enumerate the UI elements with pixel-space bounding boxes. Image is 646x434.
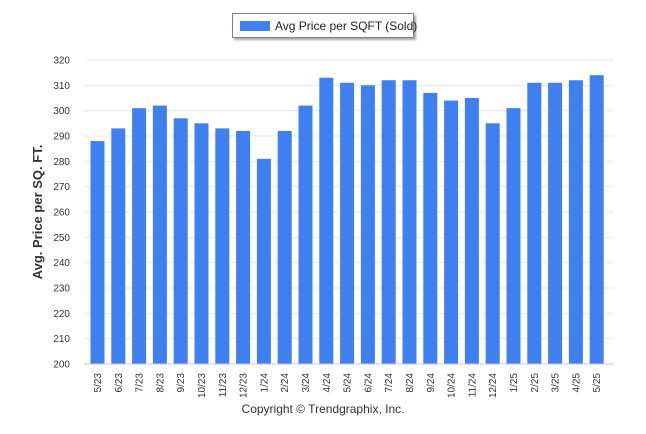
x-tick-label: 5/25	[592, 373, 603, 393]
bar-1-24	[256, 158, 271, 364]
legend-label: Avg Price per SQFT (Sold)	[275, 19, 418, 33]
bar-8-24	[402, 80, 417, 365]
y-tick-label: 240	[53, 258, 70, 269]
x-tick-label: 1/25	[509, 373, 520, 393]
x-tick-label: 2/24	[280, 373, 291, 393]
y-tick-label: 220	[53, 309, 70, 320]
x-tick-label: 10/23	[197, 373, 208, 398]
bar-5-25	[589, 75, 604, 364]
x-tick-label: 7/24	[384, 373, 395, 393]
bar-9-24	[423, 92, 438, 364]
bar-11-23	[215, 128, 230, 364]
x-tick-label: 1/24	[259, 373, 270, 393]
x-tick-label: 4/24	[322, 373, 333, 393]
bars	[90, 75, 604, 365]
y-tick-label: 230	[53, 284, 70, 295]
bar-10-24	[444, 100, 459, 365]
bar-9-23	[173, 118, 188, 365]
x-tick-label: 2/25	[530, 373, 541, 393]
y-tick-label: 280	[53, 157, 70, 168]
x-tick-label: 6/24	[363, 373, 374, 393]
x-tick-label: 11/23	[218, 373, 229, 398]
x-tick-label: 10/24	[447, 373, 458, 398]
y-tick-label: 290	[53, 132, 70, 143]
legend-swatch	[240, 21, 270, 31]
bar-11-24	[464, 98, 479, 364]
bar-4-24	[319, 77, 334, 364]
legend: Avg Price per SQFT (Sold)	[232, 13, 418, 38]
y-tick-label: 200	[53, 360, 70, 371]
x-tick-label: 7/23	[135, 373, 146, 393]
x-tick-label: 8/23	[155, 373, 166, 393]
bar-5-24	[340, 82, 355, 365]
x-tick-label: 11/24	[467, 373, 478, 398]
bar-12-23	[236, 130, 251, 364]
bar-3-25	[548, 82, 563, 365]
y-axis-ticks: 200 210 220 230 240 250 260 270 280 290 300 310 320	[53, 56, 70, 371]
x-tick-label: 5/24	[343, 373, 354, 393]
bar-5-23	[90, 141, 105, 364]
x-tick-label: 3/25	[551, 373, 562, 393]
bar-6-23	[111, 128, 126, 364]
x-tick-label: 5/23	[93, 373, 104, 393]
copyright-text: Copyright © Trendgraphix, Inc.	[241, 402, 405, 416]
bar-10-23	[194, 123, 209, 364]
x-tick-label: 3/24	[301, 373, 312, 393]
bar-7-24	[381, 80, 396, 365]
bar-3-24	[298, 105, 313, 364]
bar-1-25	[506, 108, 521, 364]
y-axis-label: Avg. Price per SQ. FT.	[30, 145, 45, 280]
bar-12-24	[485, 123, 500, 364]
y-tick-label: 310	[53, 81, 70, 92]
x-tick-label: 9/23	[176, 373, 187, 393]
bar-4-25	[568, 80, 583, 365]
x-tick-label: 6/23	[114, 373, 125, 393]
y-tick-label: 210	[53, 334, 70, 345]
bar-8-23	[152, 105, 167, 364]
y-tick-label: 250	[53, 233, 70, 244]
x-tick-label: 9/24	[426, 373, 437, 393]
x-tick-label: 4/25	[571, 373, 582, 393]
bar-2-25	[527, 82, 542, 365]
x-tick-label: 12/23	[239, 373, 250, 398]
y-tick-label: 320	[53, 56, 70, 67]
y-tick-label: 300	[53, 106, 70, 117]
bar-7-23	[132, 108, 147, 364]
x-tick-label: 12/24	[488, 373, 499, 398]
bar-2-24	[277, 130, 292, 364]
y-tick-label: 270	[53, 182, 70, 193]
bar-6-24	[360, 85, 375, 364]
x-axis-ticks: 5/23 6/23 7/23 8/23 9/23 10/23 11/23 12/23 1/24 2…	[93, 373, 603, 398]
x-tick-label: 8/24	[405, 373, 416, 393]
y-tick-label: 260	[53, 208, 70, 219]
